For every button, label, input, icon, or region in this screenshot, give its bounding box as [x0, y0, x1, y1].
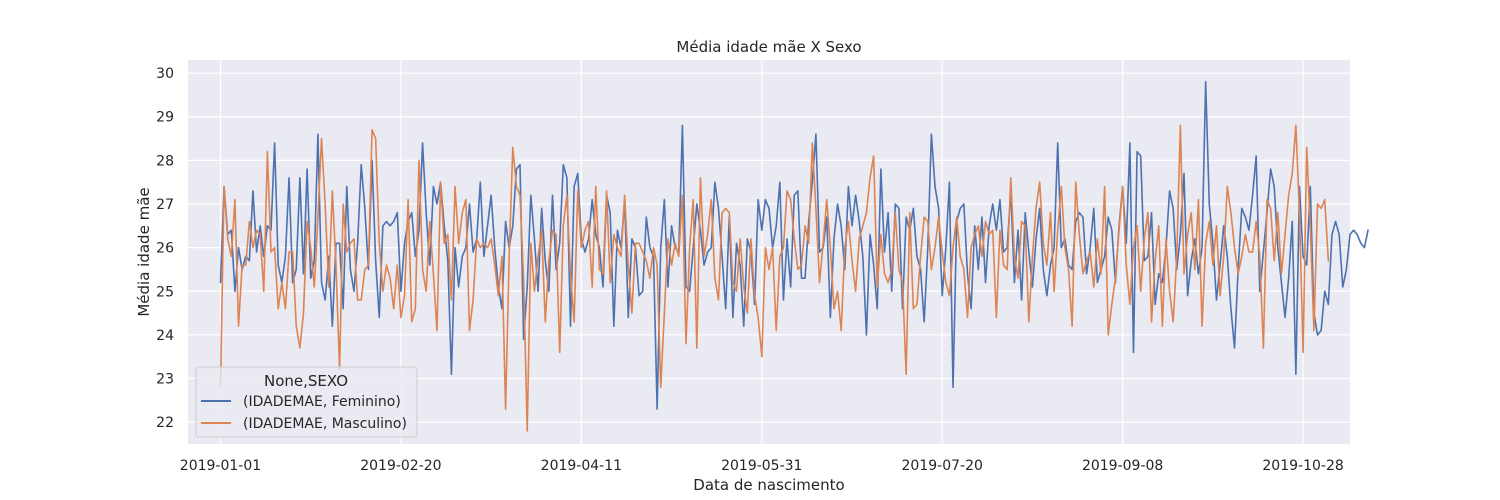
x-tick-label: 2019-02-20: [360, 458, 441, 474]
legend-label-feminino: (IDADEMAE, Feminino): [243, 394, 401, 410]
legend-title: None,SEXO: [264, 372, 348, 390]
y-tick-label: 28: [156, 153, 174, 169]
y-tick-label: 26: [156, 241, 174, 257]
x-tick-label: 2019-05-31: [721, 458, 802, 474]
series-layer: [219, 81, 1369, 432]
x-tick-label: 2019-01-01: [180, 458, 261, 474]
y-tick-label: 30: [156, 66, 174, 82]
y-axis-label: Média idade mãe: [135, 187, 153, 316]
y-tick-label: 23: [156, 372, 174, 388]
y-tick-label: 27: [156, 197, 174, 213]
series-line-masculino: [219, 124, 1330, 432]
y-tick-label: 24: [156, 328, 174, 344]
x-tick-label: 2019-04-11: [541, 458, 622, 474]
legend: None,SEXO (IDADEMAE, Feminino) (IDADEMAE…: [195, 366, 418, 438]
x-tick-label: 2019-10-28: [1262, 458, 1343, 474]
x-axis-label: Data de nascimento: [693, 476, 844, 494]
chart-title: Média idade mãe X Sexo: [676, 38, 861, 56]
y-tick-label: 22: [156, 415, 174, 431]
x-tick-labels: 2019-01-01 2019-02-20 2019-04-11 2019-05-31…: [180, 458, 1344, 474]
x-tick-label: 2019-09-08: [1082, 458, 1163, 474]
legend-box: [195, 366, 418, 438]
y-tick-labels: 22 23 24 25 26 27 28 29 30: [156, 66, 174, 431]
y-tick-label: 29: [156, 110, 174, 126]
legend-label-masculino: (IDADEMAE, Masculino): [243, 416, 407, 432]
x-tick-label: 2019-07-20: [902, 458, 983, 474]
y-tick-label: 25: [156, 284, 174, 300]
